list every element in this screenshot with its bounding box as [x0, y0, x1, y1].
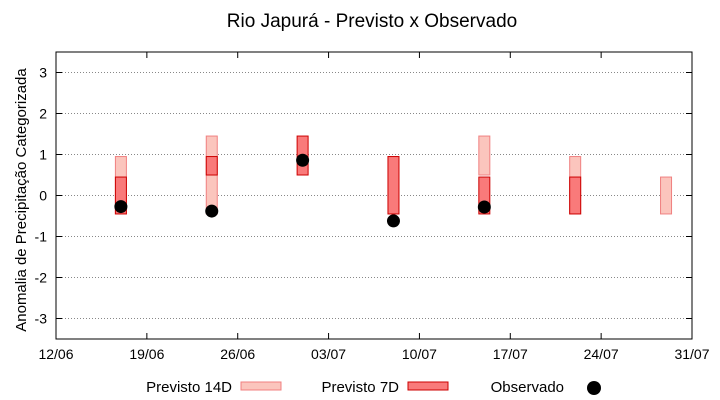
- bar-previsto-7d: [205, 156, 218, 176]
- x-tick-label: 10/07: [402, 346, 437, 362]
- bar-previsto-14d: [478, 135, 491, 176]
- point-observado: [205, 204, 219, 218]
- point-observado: [477, 200, 491, 214]
- bar-previsto-7d: [569, 176, 582, 215]
- x-tick-label: 24/07: [584, 346, 619, 362]
- chart-title: Rio Japurá - Previsto x Observado: [227, 11, 517, 32]
- x-tick-label: 31/07: [674, 346, 709, 362]
- series-previsto-7d: [114, 135, 582, 215]
- legend-label-previsto-14d: Previsto 14D: [146, 379, 232, 396]
- legend: Previsto 14D Previsto 7D Observado: [146, 379, 601, 396]
- bar-previsto-7d: [387, 156, 400, 215]
- legend-swatch-previsto-7d: [407, 381, 449, 391]
- x-axis: 12/06 19/06 26/06 03/07 10/07 17/07 24/07 31/07: [38, 52, 710, 362]
- x-tick-label: 26/06: [220, 346, 255, 362]
- series-observado: [114, 153, 491, 228]
- x-tick-label: 19/06: [129, 346, 164, 362]
- y-axis: -3 -2 -1 0 1 2 3: [35, 65, 692, 327]
- point-observado: [296, 153, 310, 167]
- y-tick-label: 2: [39, 106, 47, 122]
- y-tick-label: 1: [39, 147, 47, 163]
- y-tick-label: -2: [35, 270, 48, 286]
- legend-label-observado: Observado: [491, 379, 564, 396]
- x-tick-label: 12/06: [38, 346, 73, 362]
- point-observado: [386, 214, 400, 228]
- point-observado: [114, 200, 128, 214]
- legend-swatch-previsto-14d: [240, 381, 282, 391]
- x-tick-label: 17/07: [493, 346, 528, 362]
- y-tick-label: 0: [39, 188, 47, 204]
- y-tick-label: -3: [35, 311, 48, 327]
- y-tick-label: 3: [39, 65, 47, 81]
- legend-marker-observado: [587, 381, 601, 395]
- bar-previsto-14d: [660, 176, 673, 215]
- y-tick-label: -1: [35, 229, 48, 245]
- grid: [56, 72, 692, 319]
- y-axis-label: Anomalia de Precipitação Categorizada: [13, 68, 30, 332]
- legend-label-previsto-7d: Previsto 7D: [321, 379, 399, 396]
- x-tick-label: 03/07: [311, 346, 346, 362]
- bar-previsto-7d: [478, 176, 491, 215]
- bar-previsto-7d: [114, 176, 127, 215]
